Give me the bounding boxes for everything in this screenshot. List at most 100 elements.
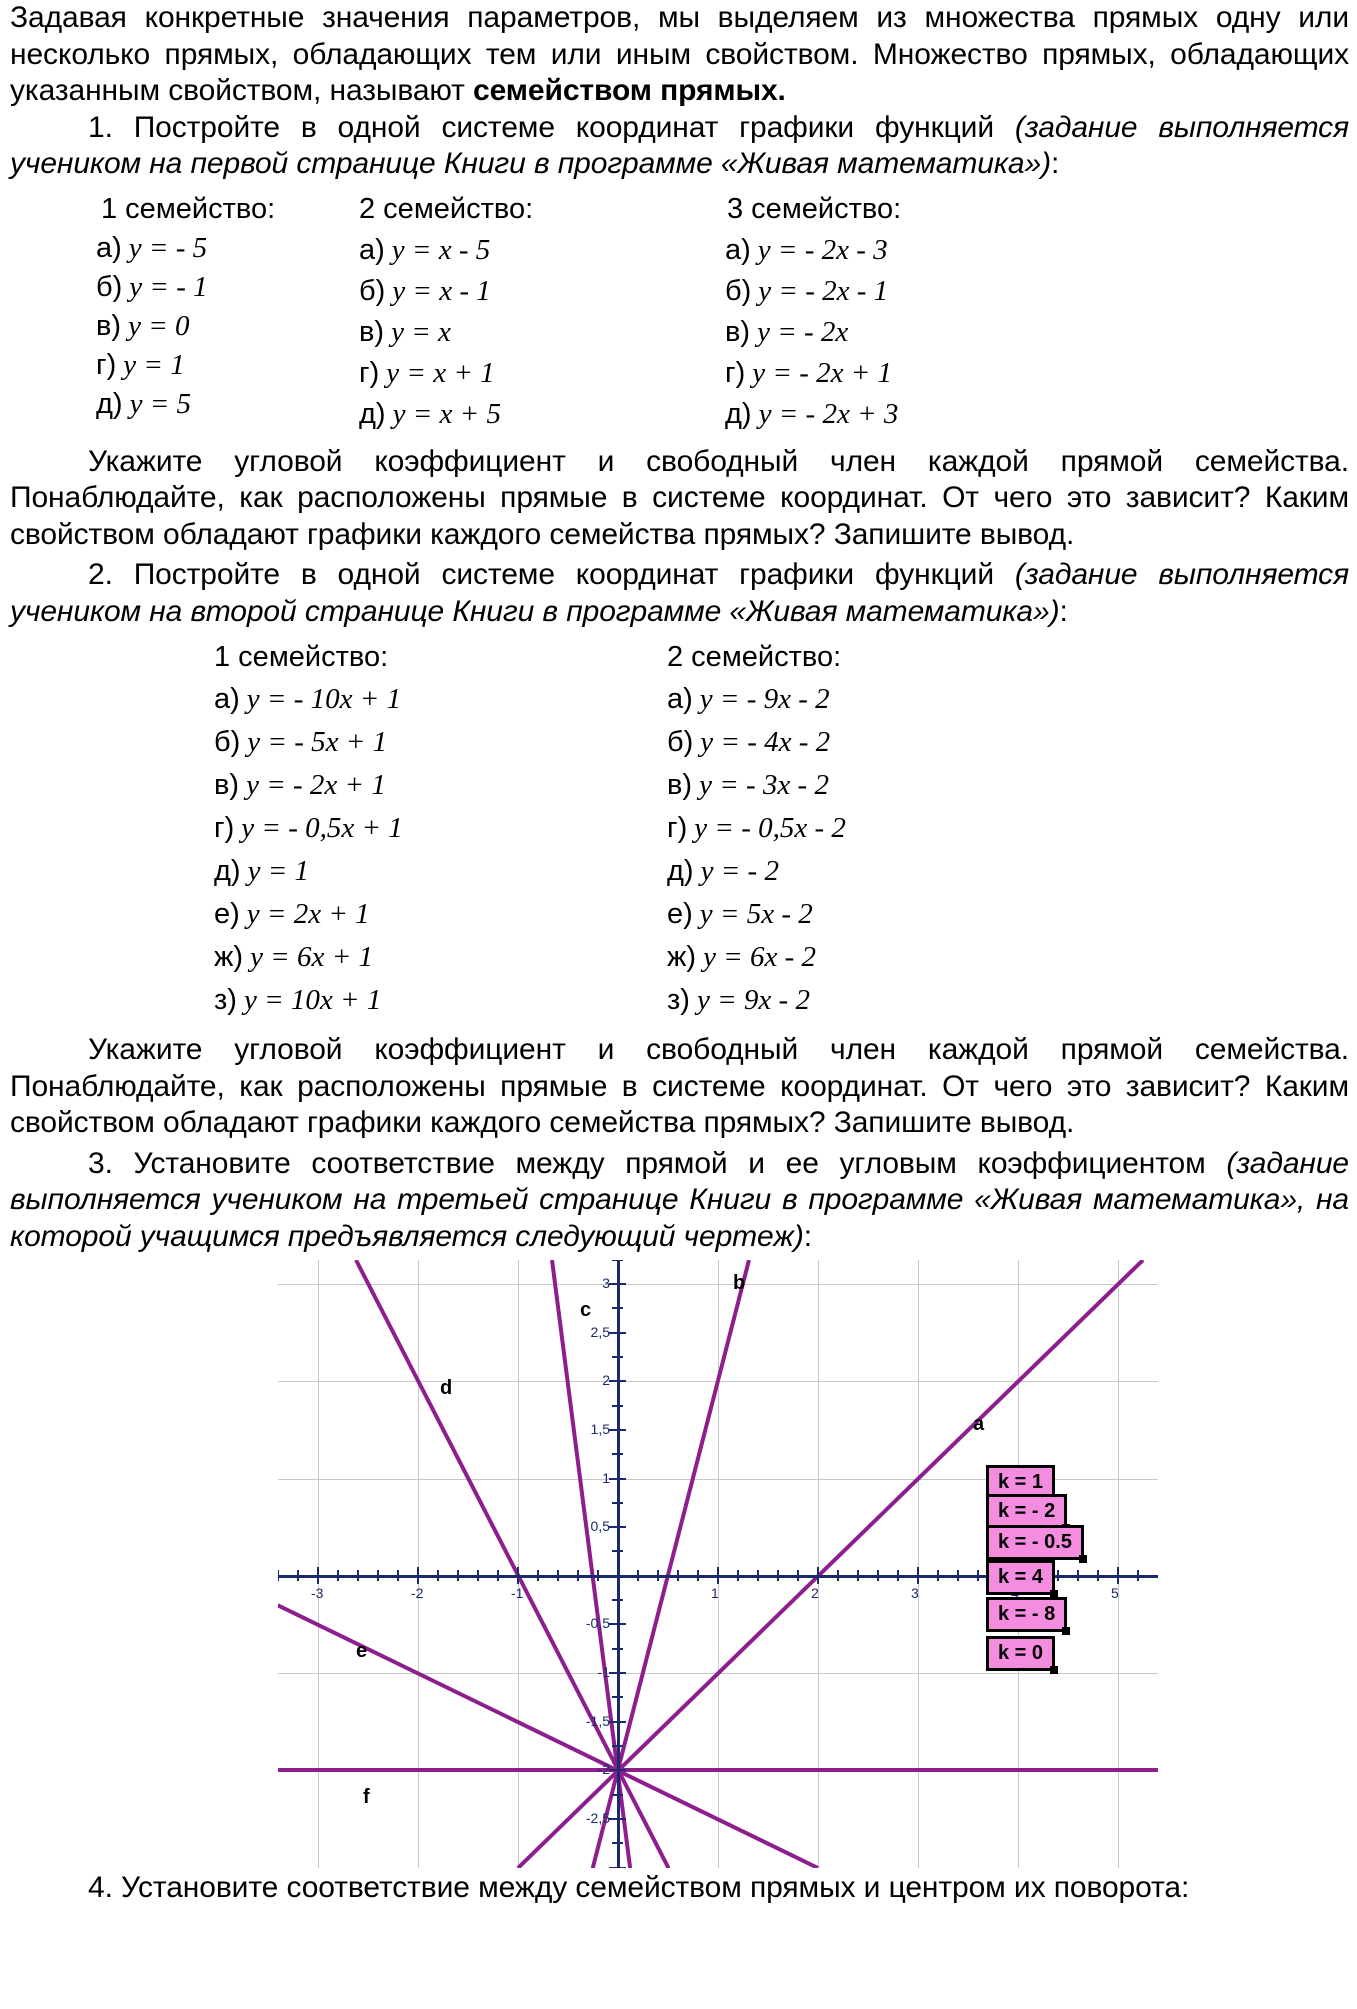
x-axis-tick (537, 1569, 539, 1581)
x-tick-label: 1 (711, 1584, 719, 1601)
task2-family-2: 2 семейство: а) y = - 9x - 2 б) y = - 4x -… (625, 639, 1225, 1021)
task1-families: 1 семейство: а) y = - 5 б) y = - 1 в) y = 0… (0, 191, 1357, 434)
y-axis-tick (609, 1623, 626, 1626)
y-axis-tick (612, 1647, 623, 1650)
equation-item: б) y = - 4x - 2 (667, 724, 1225, 762)
x-axis-tick (1137, 1569, 1139, 1581)
equation-item: в) y = x (359, 314, 695, 352)
x-axis-tick (317, 1566, 319, 1584)
x-axis-tick (278, 1569, 279, 1581)
y-axis-tick (609, 1282, 626, 1285)
followup2-paragraph: Укажите угловой коэффициент и свободный … (0, 1032, 1357, 1142)
followup2-text: Укажите угловой коэффициент и свободный … (10, 1033, 1349, 1140)
equation-item: в) y = - 2x + 1 (214, 767, 625, 805)
x-axis-tick (917, 1566, 919, 1584)
y-axis-tick (612, 1307, 623, 1310)
followup1-text: Укажите угловой коэффициент и свободный … (10, 444, 1349, 551)
equation-body: y = - 9x - 2 (699, 683, 830, 716)
equation-item: г) y = - 0,5x + 1 (214, 810, 625, 848)
task2-text-italic: (задание выполняется учеником на второй … (10, 558, 1349, 628)
equation-item: а) y = - 2x - 3 (725, 232, 1075, 270)
x-axis-tick (1117, 1566, 1119, 1584)
k-value-label-3: k = 4 (986, 1560, 1059, 1599)
y-tick-label: -1,5 (585, 1712, 610, 1729)
chart-line-label-f: f (363, 1785, 370, 1808)
equation-body: y = x - 5 (391, 233, 491, 266)
equation-item: в) y = - 3x - 2 (667, 767, 1225, 805)
equation-label: в) (214, 769, 240, 802)
x-tick-label: 5 (1111, 1584, 1119, 1601)
x-axis-tick (937, 1569, 939, 1581)
coordinate-plane-figure: -3-2-11234532,521,510,5-0,5-1-1,5-2-2,5a… (0, 1259, 1357, 1870)
x-axis-tick (717, 1566, 719, 1584)
equation-label: б) (359, 274, 386, 307)
equation-label: а) (725, 233, 751, 266)
chart-line-label-b: b (733, 1271, 746, 1294)
x-axis-tick (677, 1569, 679, 1581)
x-axis-tick (977, 1569, 979, 1581)
x-axis-tick (857, 1569, 859, 1581)
task1-family-2: 2 семейство: а) y = x - 5 б) y = x - 1 в) y… (350, 191, 695, 434)
followup1-paragraph: Укажите угловой коэффициент и свободный … (0, 444, 1357, 554)
k-value-label-4: k = - 8 (986, 1597, 1071, 1636)
y-axis-tick (609, 1574, 626, 1577)
x-axis-tick (657, 1569, 659, 1581)
y-tick-label: -2,5 (585, 1810, 610, 1827)
x-axis-tick (477, 1569, 479, 1581)
y-axis-tick (609, 1672, 626, 1675)
equation-body: y = 1 (123, 348, 185, 381)
equation-label: б) (96, 270, 123, 303)
task1-text-tail: : (1051, 147, 1060, 181)
family-title: 2 семейство: (359, 192, 534, 225)
y-axis (617, 1259, 620, 1868)
x-tick-label: -3 (311, 1584, 324, 1601)
y-axis-tick (612, 1404, 623, 1407)
equation-body: y = - 0,5x + 1 (241, 812, 403, 845)
equation-item: г) y = - 2x + 1 (725, 355, 1075, 393)
task2-number: 2. (88, 558, 113, 592)
y-tick-label: 1 (602, 1469, 610, 1486)
y-axis-tick (612, 1842, 623, 1845)
task4-paragraph: 4. Установите соответствие между семейст… (0, 1870, 1357, 1907)
coordinate-plane: -3-2-11234532,521,510,5-0,5-1-1,5-2-2,5a… (278, 1259, 1158, 1868)
equation-item: а) y = x - 5 (359, 232, 695, 270)
equation-body: y = - 3x - 2 (699, 769, 829, 802)
y-axis-tick (609, 1526, 626, 1529)
equation-label: ж) (667, 941, 697, 974)
y-axis-tick (609, 1380, 626, 1383)
equation-item: в) y = - 2x (725, 314, 1075, 352)
equation-body: y = - 2x + 3 (758, 397, 899, 430)
equation-item: в) y = 0 (96, 308, 350, 346)
intro-text: Задавая конкретные значения параметров, … (10, 1, 1349, 108)
chart-line-label-c: c (580, 1299, 592, 1322)
chart-line-b (591, 1259, 752, 1868)
equation-body: y = - 5 (128, 231, 208, 264)
equation-body: y = 2x + 1 (246, 898, 370, 931)
equation-label: в) (359, 315, 385, 348)
equation-body: y = - 10x + 1 (246, 683, 402, 716)
equation-label: в) (667, 769, 693, 802)
task2-paragraph: 2. Постройте в одной системе координат г… (0, 557, 1357, 630)
equation-label: з) (214, 984, 237, 1017)
equation-item: д) y = 1 (214, 853, 625, 891)
task2-text-tail: : (1059, 594, 1068, 628)
equation-label: е) (214, 898, 240, 931)
equation-label: а) (96, 231, 122, 264)
family-title: 2 семейство: (667, 640, 842, 673)
equation-body: y = - 2x + 1 (752, 356, 893, 389)
equation-body: y = x + 5 (392, 397, 501, 430)
y-tick-label: -2 (597, 1761, 610, 1778)
y-axis-tick (612, 1550, 623, 1553)
task1-family-3: 3 семейство: а) y = - 2x - 3 б) y = - 2x -… (695, 191, 1075, 434)
y-tick-label: 0,5 (590, 1518, 610, 1535)
equation-label: а) (359, 233, 385, 266)
equation-body: y = x - 1 (392, 274, 491, 307)
equation-body: y = - 1 (129, 270, 208, 303)
equation-label: г) (725, 356, 746, 389)
grid-line-vertical (818, 1259, 819, 1868)
x-axis-tick (777, 1569, 779, 1581)
equation-body: y = - 2x - 1 (758, 274, 889, 307)
equation-item: б) y = - 5x + 1 (214, 724, 625, 762)
y-tick-label: 1,5 (590, 1420, 610, 1437)
equation-label: з) (667, 984, 690, 1017)
